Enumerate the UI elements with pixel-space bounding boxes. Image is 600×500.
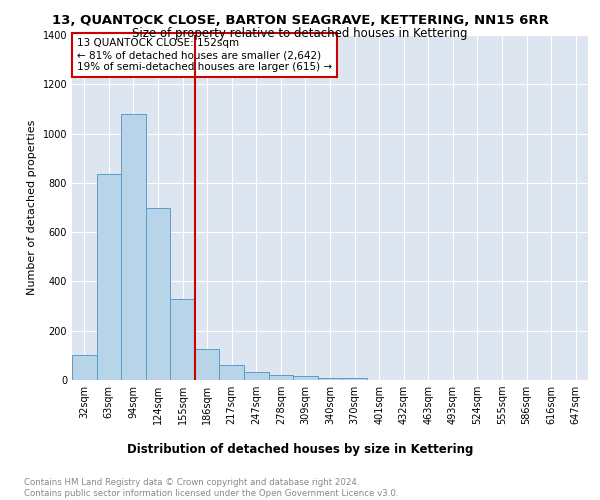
Bar bbox=[244, 372, 269, 380]
Bar bbox=[170, 298, 195, 380]
Text: Distribution of detached houses by size in Kettering: Distribution of detached houses by size … bbox=[127, 442, 473, 456]
Text: 13 QUANTOCK CLOSE: 152sqm
← 81% of detached houses are smaller (2,642)
19% of se: 13 QUANTOCK CLOSE: 152sqm ← 81% of detac… bbox=[77, 38, 332, 72]
Bar bbox=[342, 378, 367, 380]
Bar bbox=[97, 174, 121, 380]
Bar bbox=[318, 378, 342, 380]
Y-axis label: Number of detached properties: Number of detached properties bbox=[27, 120, 37, 295]
Bar bbox=[293, 376, 318, 380]
Text: Size of property relative to detached houses in Kettering: Size of property relative to detached ho… bbox=[132, 27, 468, 40]
Bar bbox=[146, 208, 170, 380]
Bar bbox=[269, 374, 293, 380]
Bar bbox=[72, 356, 97, 380]
Text: 13, QUANTOCK CLOSE, BARTON SEAGRAVE, KETTERING, NN15 6RR: 13, QUANTOCK CLOSE, BARTON SEAGRAVE, KET… bbox=[52, 14, 548, 27]
Bar bbox=[195, 349, 220, 380]
Bar bbox=[220, 364, 244, 380]
Text: Contains HM Land Registry data © Crown copyright and database right 2024.
Contai: Contains HM Land Registry data © Crown c… bbox=[24, 478, 398, 498]
Bar bbox=[121, 114, 146, 380]
